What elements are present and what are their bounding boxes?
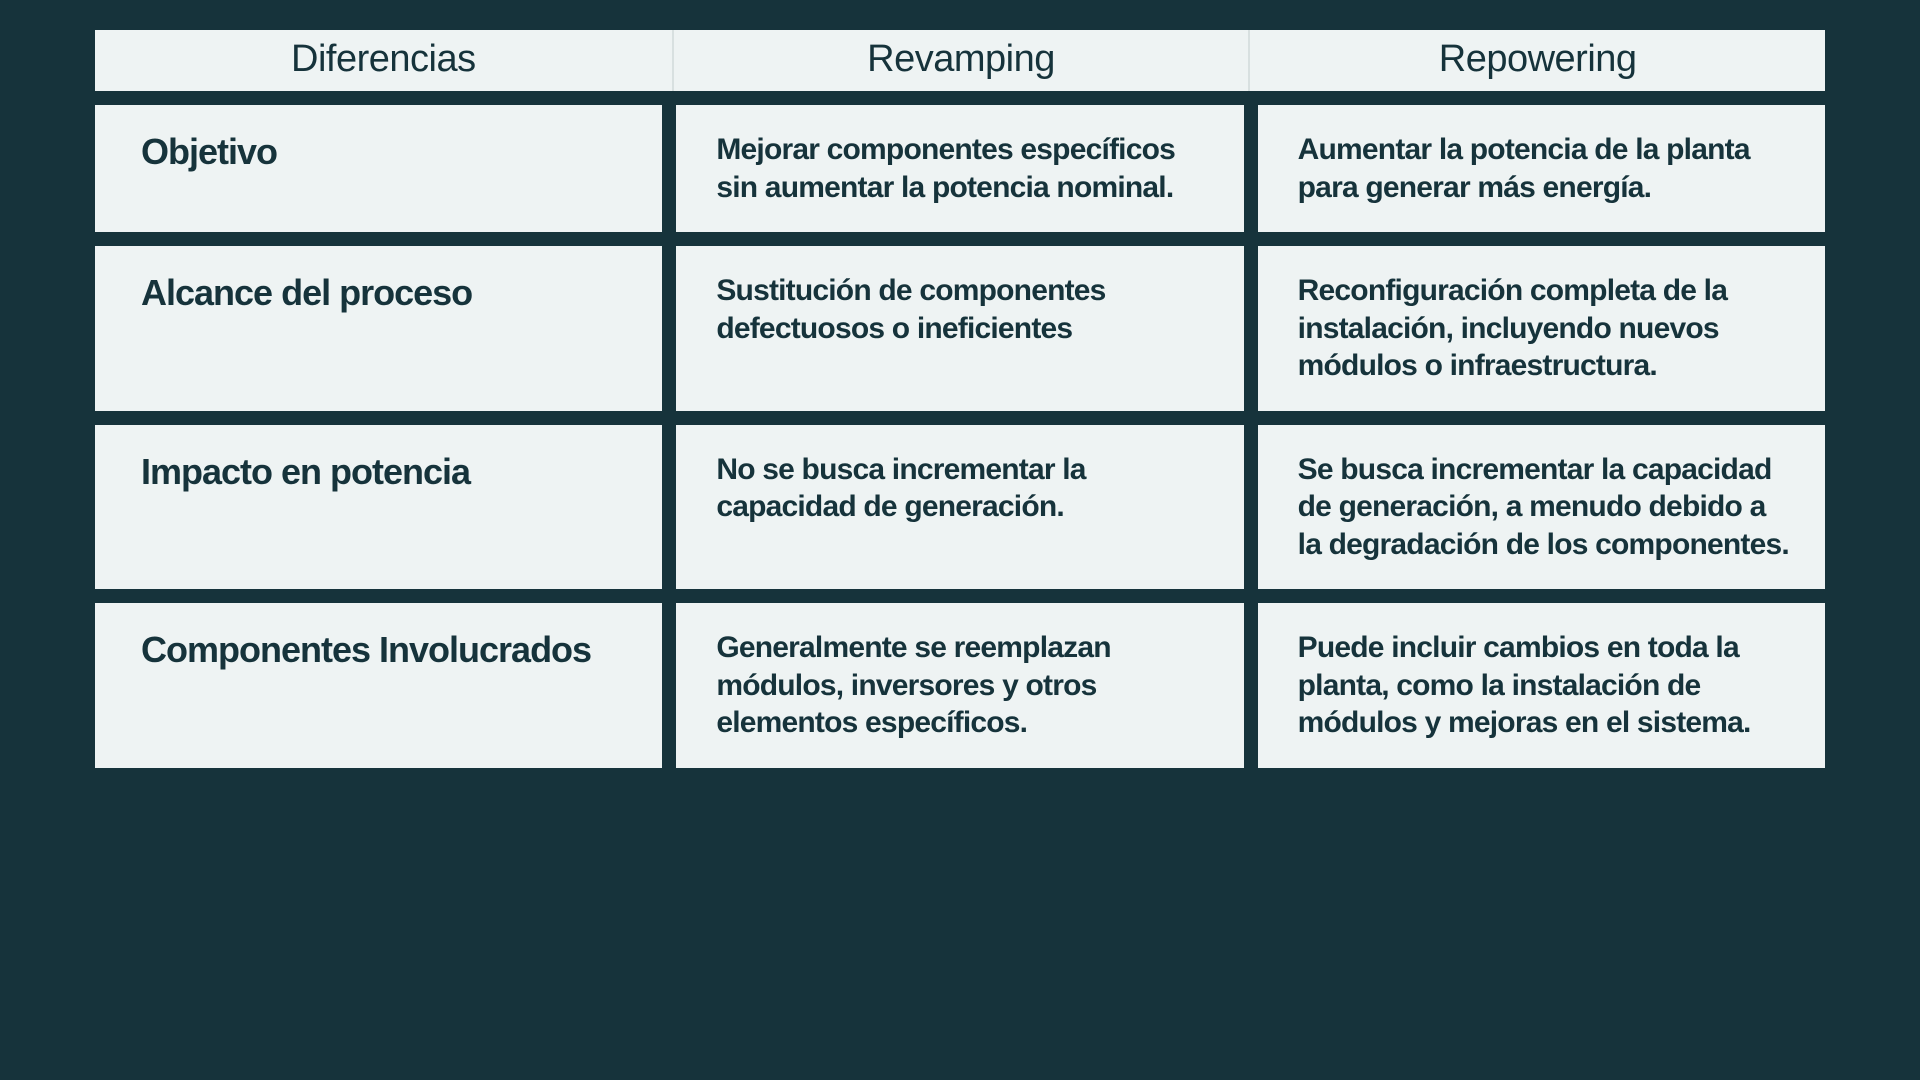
row-label: Alcance del proceso (95, 246, 662, 411)
cell-repowering: Se busca incrementar la capacidad de gen… (1258, 425, 1825, 590)
row-label: Objetivo (95, 105, 662, 232)
column-header-repowering: Repowering (1248, 30, 1825, 91)
comparison-table: Diferencias Revamping Repowering Objetiv… (95, 30, 1825, 768)
cell-revamping: Mejorar componentes específicos sin aume… (676, 105, 1243, 232)
table-row: Objetivo Mejorar componentes específicos… (95, 105, 1825, 232)
table-row: Alcance del proceso Sustitución de compo… (95, 246, 1825, 411)
cell-repowering: Reconfiguración completa de la instalaci… (1258, 246, 1825, 411)
column-header-revamping: Revamping (672, 30, 1249, 91)
row-label: Impacto en potencia (95, 425, 662, 590)
cell-repowering: Puede incluir cambios en toda la planta,… (1258, 603, 1825, 768)
cell-revamping: Sustitución de componentes defectuosos o… (676, 246, 1243, 411)
row-label: Componentes Involucrados (95, 603, 662, 768)
table-header-row: Diferencias Revamping Repowering (95, 30, 1825, 91)
table-row: Impacto en potencia No se busca incremen… (95, 425, 1825, 590)
cell-revamping: Generalmente se reemplazan módulos, inve… (676, 603, 1243, 768)
column-header-diferencias: Diferencias (95, 30, 672, 91)
cell-repowering: Aumentar la potencia de la planta para g… (1258, 105, 1825, 232)
table-row: Componentes Involucrados Generalmente se… (95, 603, 1825, 768)
cell-revamping: No se busca incrementar la capacidad de … (676, 425, 1243, 590)
